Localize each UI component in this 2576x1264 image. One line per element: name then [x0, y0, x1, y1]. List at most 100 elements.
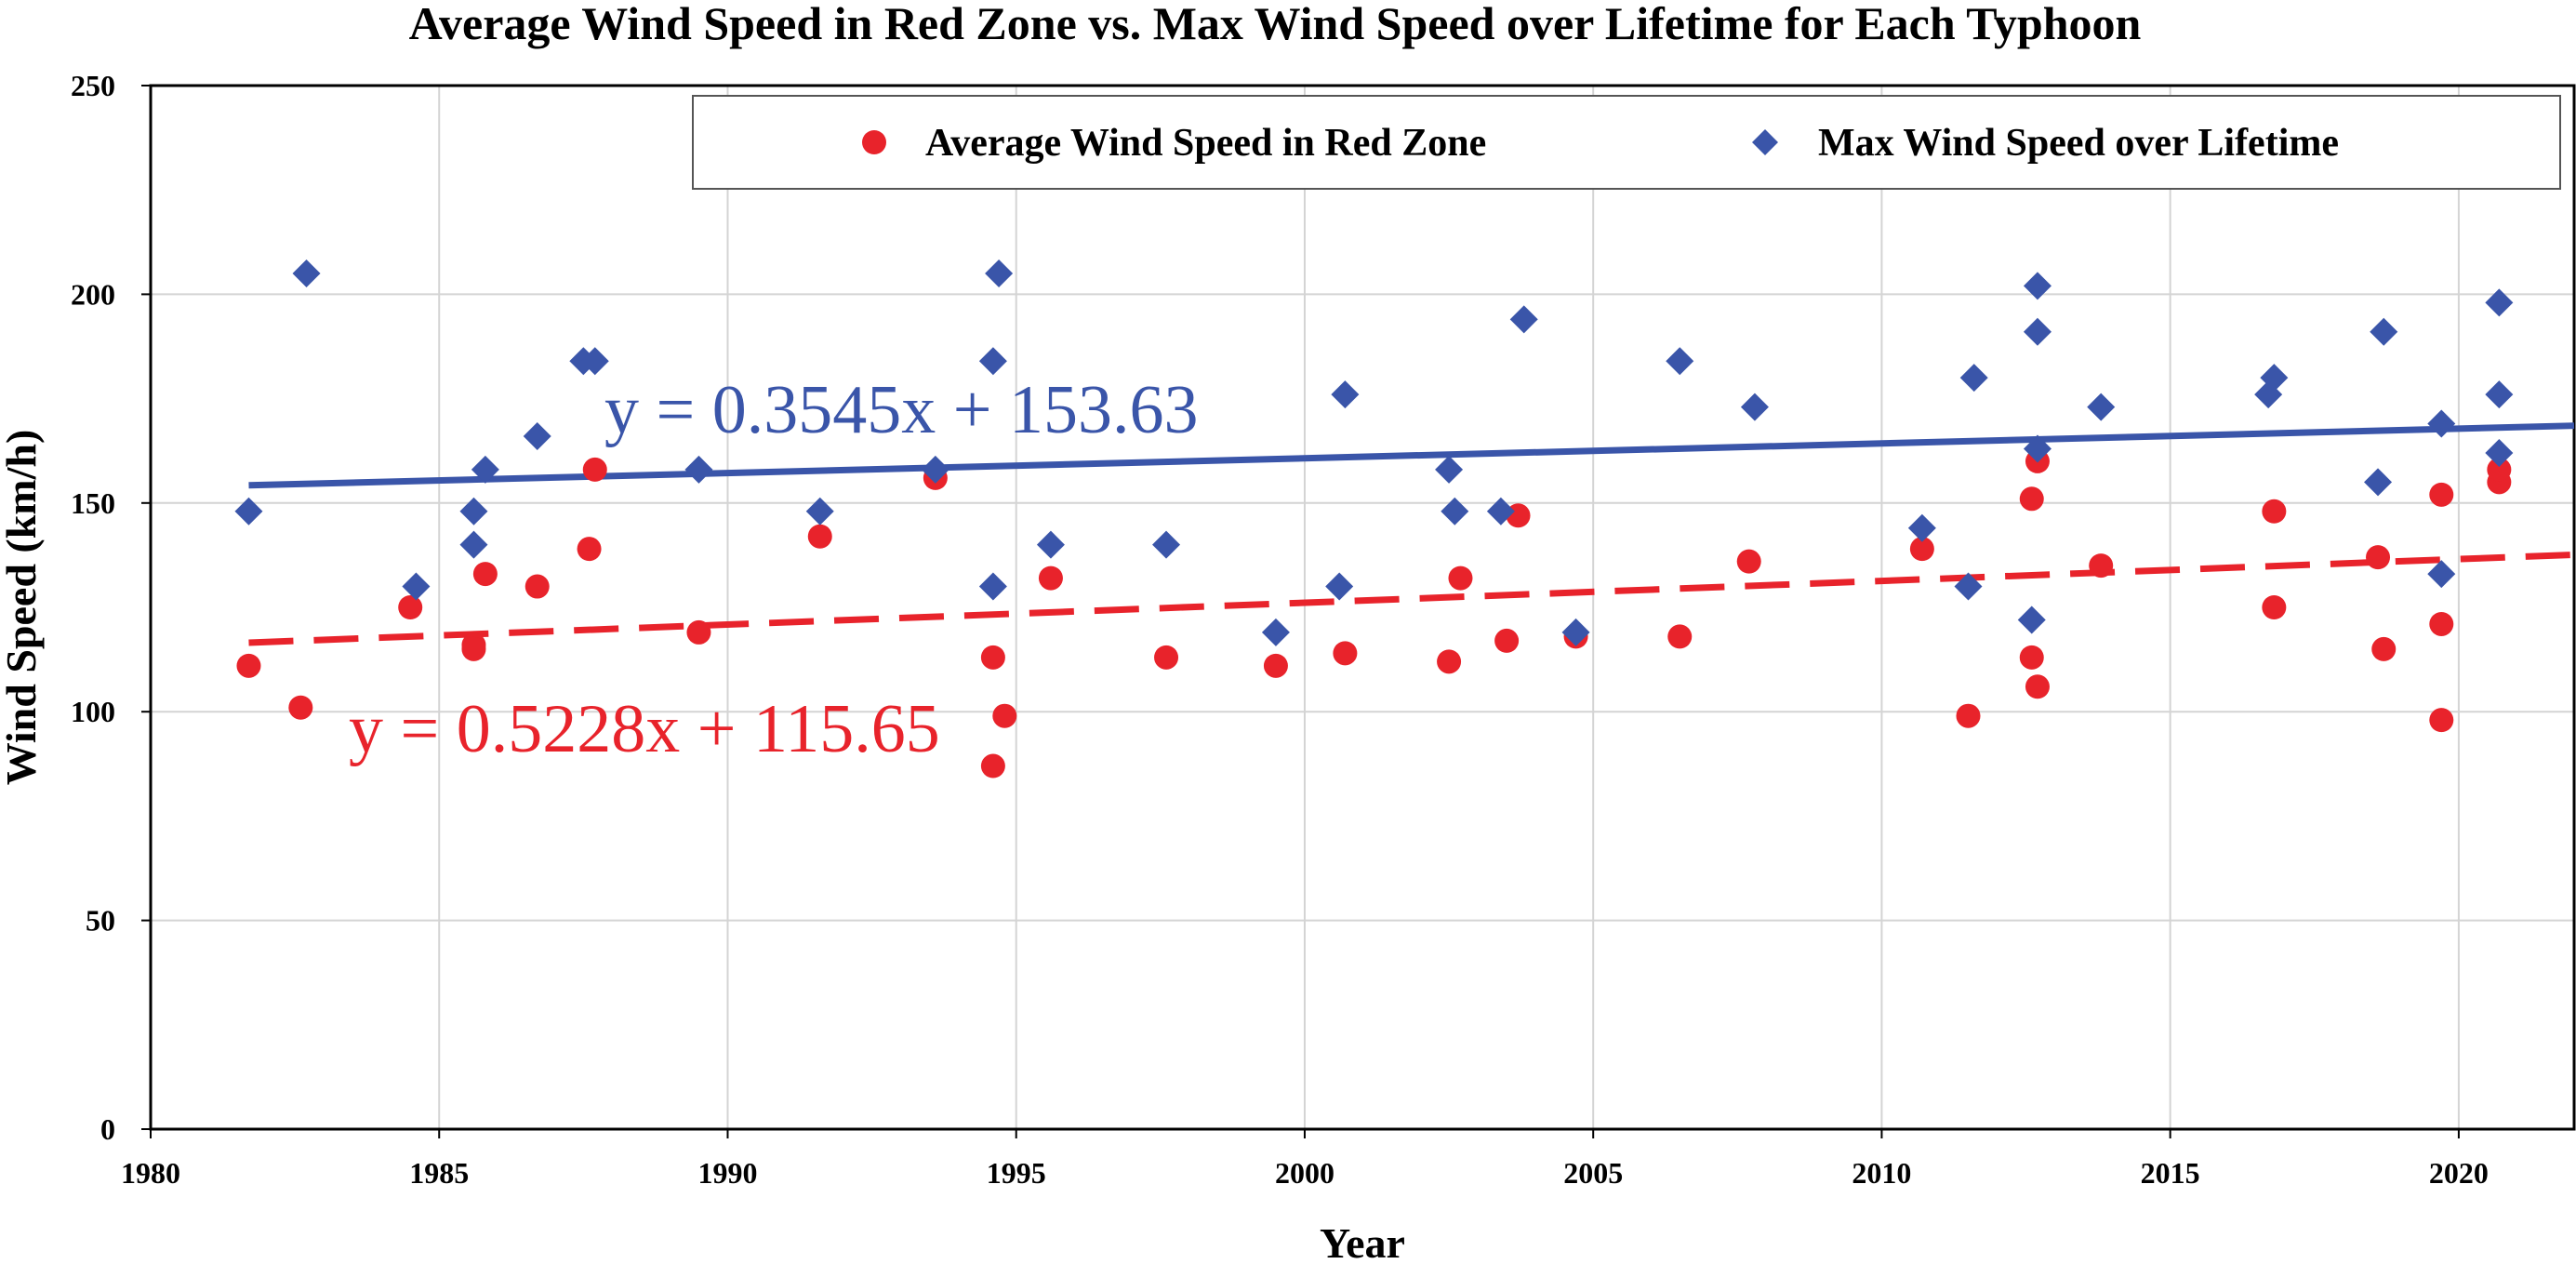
data-point-max-lifetime: [292, 259, 321, 287]
data-point-avg-red-zone: [980, 645, 1005, 670]
x-tick-label: 1990: [697, 1156, 757, 1190]
data-point-avg-red-zone: [1333, 641, 1358, 666]
data-point-avg-red-zone: [2429, 482, 2454, 507]
x-axis-ticks: 1980 1985 1990 1995 2000 2005 2010 2015 2020: [121, 1129, 2489, 1190]
y-tick-label: 0: [100, 1112, 115, 1146]
data-point-avg-red-zone: [1038, 565, 1063, 591]
data-point-avg-red-zone: [2025, 674, 2050, 699]
data-point-max-lifetime: [2023, 272, 2052, 300]
data-point-max-lifetime: [2023, 434, 2052, 463]
y-tick-label: 150: [71, 486, 115, 520]
trendline-red-avg-red-zone: [248, 551, 2575, 646]
y-tick-label: 250: [71, 69, 115, 102]
data-point-avg-red-zone: [2262, 595, 2287, 619]
y-tick-label: 50: [86, 904, 115, 938]
data-point-max-lifetime: [1435, 455, 1464, 484]
data-point-max-lifetime: [2017, 605, 2046, 634]
data-point-avg-red-zone: [2089, 553, 2114, 579]
data-point-avg-red-zone: [1437, 649, 1462, 674]
data-point-avg-red-zone: [2019, 486, 2044, 512]
x-axis-label: Year: [1320, 1219, 1405, 1264]
data-point-max-lifetime: [580, 347, 609, 376]
y-axis-ticks: 0 50 100 150 200 250: [71, 69, 151, 1146]
data-point-avg-red-zone: [807, 524, 832, 549]
y-tick-label: 100: [71, 695, 115, 728]
chart-title: Average Wind Speed in Red Zone vs. Max W…: [409, 0, 2142, 49]
data-point-max-lifetime: [1907, 513, 1936, 542]
trendlines: [248, 422, 2575, 646]
data-point-max-lifetime: [1331, 380, 1360, 409]
data-point-max-lifetime: [1036, 530, 1065, 559]
data-point-max-lifetime: [2485, 438, 2514, 467]
data-point-avg-red-zone: [582, 457, 607, 482]
x-tick-label: 1995: [987, 1156, 1046, 1190]
x-tick-label: 2015: [2141, 1156, 2200, 1190]
data-point-avg-red-zone: [2429, 708, 2454, 733]
data-point-max-lifetime: [2370, 317, 2398, 346]
data-point-avg-red-zone: [2262, 499, 2287, 524]
data-point-max-lifetime: [2260, 364, 2289, 393]
data-point-max-lifetime: [1740, 393, 1769, 421]
data-point-max-lifetime: [2485, 380, 2514, 409]
data-point-avg-red-zone: [2429, 611, 2454, 636]
legend-label-max-lifetime: Max Wind Speed over Lifetime: [1818, 122, 2339, 165]
data-point-max-lifetime: [1959, 364, 1988, 393]
data-point-max-lifetime: [2364, 468, 2393, 497]
x-tick-label: 2000: [1275, 1156, 1334, 1190]
data-point-max-lifetime: [2023, 317, 2052, 346]
data-point-avg-red-zone: [461, 636, 486, 661]
x-tick-label: 2020: [2429, 1156, 2489, 1190]
data-point-avg-red-zone: [2487, 457, 2512, 482]
data-point-max-lifetime: [234, 497, 263, 526]
data-point-max-lifetime: [1325, 572, 1354, 601]
data-point-avg-red-zone: [472, 562, 498, 587]
data-point-avg-red-zone: [2371, 636, 2397, 661]
legend: Average Wind Speed in Red Zone Max Wind …: [692, 95, 2561, 190]
data-point-max-lifetime: [402, 572, 431, 601]
data-point-avg-red-zone: [1494, 628, 1520, 653]
data-point-max-lifetime: [1441, 497, 1469, 526]
data-point-avg-red-zone: [2366, 545, 2391, 570]
x-tick-label: 1980: [121, 1156, 180, 1190]
data-point-max-lifetime: [1261, 618, 1290, 646]
trendline-blue-max-lifetime: [248, 422, 2575, 489]
data-point-avg-red-zone: [992, 703, 1017, 728]
data-point-avg-red-zone: [1736, 549, 1761, 574]
y-tick-label: 200: [71, 277, 115, 311]
data-points: [234, 259, 2514, 778]
x-tick-label: 1985: [409, 1156, 469, 1190]
data-point-max-lifetime: [2427, 560, 2456, 589]
data-point-max-lifetime: [459, 497, 488, 526]
data-point-avg-red-zone: [1667, 624, 1693, 649]
grid-lines: [151, 86, 2574, 1129]
data-point-max-lifetime: [1954, 572, 1983, 601]
data-point-max-lifetime: [471, 455, 499, 484]
data-point-max-lifetime: [684, 455, 713, 484]
data-point-avg-red-zone: [1448, 565, 1473, 591]
data-point-max-lifetime: [523, 421, 551, 450]
trendline-equation-red: y = 0.5228x + 115.65: [349, 691, 940, 767]
data-point-max-lifetime: [1509, 305, 1538, 334]
x-tick-label: 2005: [1563, 1156, 1623, 1190]
data-point-max-lifetime: [1666, 347, 1694, 376]
data-point-max-lifetime: [805, 497, 834, 526]
data-point-max-lifetime: [921, 455, 949, 484]
data-point-max-lifetime: [2087, 393, 2116, 421]
data-point-max-lifetime: [985, 259, 1014, 287]
legend-marker-red-circle: [862, 130, 886, 154]
legend-marker-blue-diamond: [1752, 129, 1778, 155]
legend-box: [692, 95, 2561, 190]
data-point-avg-red-zone: [980, 753, 1005, 778]
data-point-max-lifetime: [459, 530, 488, 559]
data-point-avg-red-zone: [2019, 645, 2044, 670]
data-point-max-lifetime: [2427, 409, 2456, 438]
data-point-max-lifetime: [1152, 530, 1181, 559]
data-point-avg-red-zone: [1154, 645, 1179, 670]
data-point-max-lifetime: [1486, 497, 1515, 526]
y-axis-label: Wind Speed (km/h): [0, 430, 45, 786]
data-point-max-lifetime: [978, 572, 1007, 601]
data-point-avg-red-zone: [1909, 537, 1934, 562]
data-point-avg-red-zone: [686, 619, 711, 645]
data-point-avg-red-zone: [577, 537, 602, 562]
